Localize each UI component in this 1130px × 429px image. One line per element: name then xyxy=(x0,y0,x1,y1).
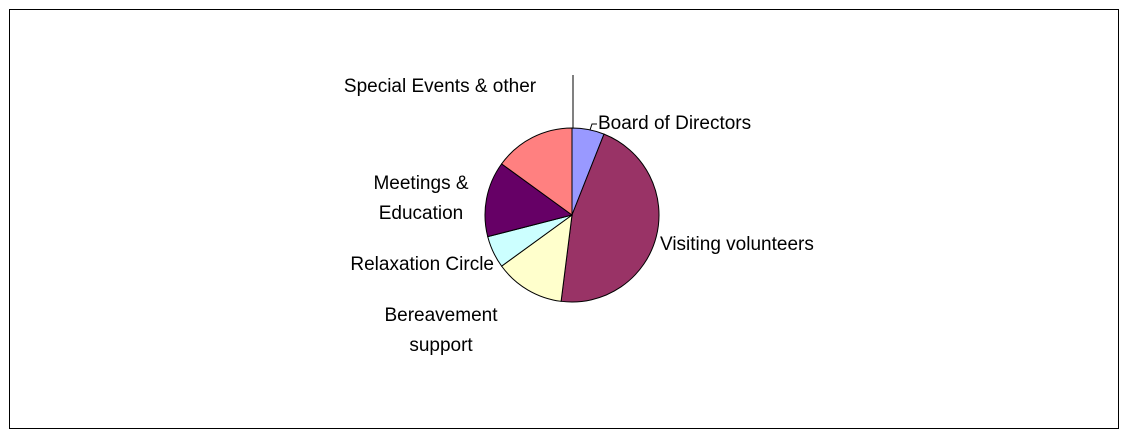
slice-label: Special Events & other xyxy=(343,76,537,97)
slice-label: Board of Directors xyxy=(598,113,752,134)
pie-slice xyxy=(500,127,573,216)
pie-slice xyxy=(484,163,574,238)
pie-slice xyxy=(500,213,573,302)
slice-label: Relaxation Circle xyxy=(350,254,494,275)
slice-label: Bereavement support xyxy=(384,305,498,356)
pie-slice xyxy=(560,133,660,303)
slice-label: Visiting volunteers xyxy=(660,234,814,255)
slice-label: Meetings & Education xyxy=(373,173,469,224)
